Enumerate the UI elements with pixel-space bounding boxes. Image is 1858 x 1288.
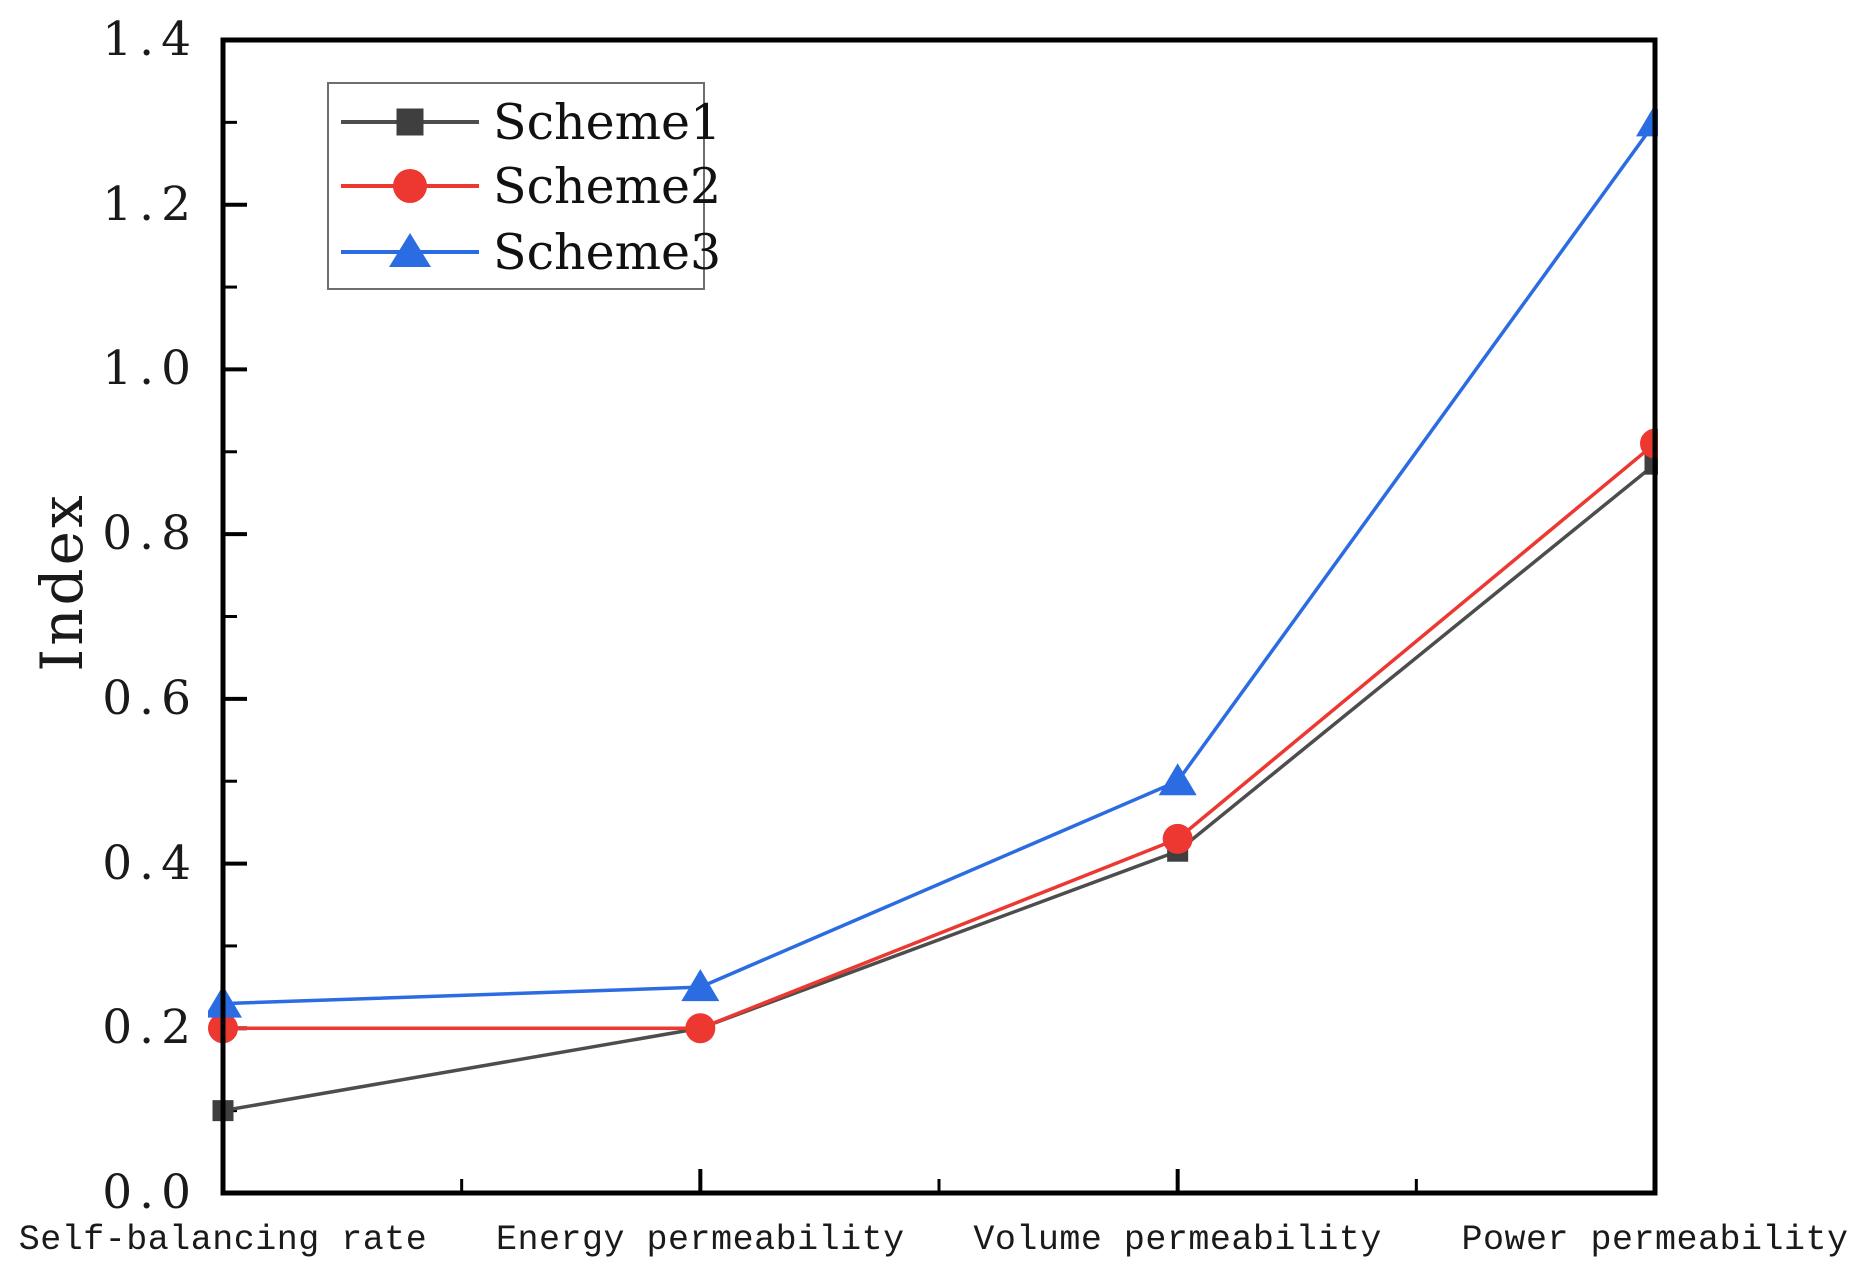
legend-swatch-triangle-icon: [341, 233, 479, 267]
legend-label: Scheme2: [493, 157, 722, 215]
data-point-triangle: [1158, 763, 1197, 796]
legend-item-scheme3: Scheme3: [335, 220, 721, 284]
legend-item-scheme2: Scheme2: [335, 154, 721, 218]
legend-label: Scheme3: [493, 223, 722, 281]
x-tick-label: Power permeability: [1461, 1220, 1849, 1260]
y-tick-label: 1.2: [102, 176, 198, 232]
x-tick-label: Self-balancing rate: [18, 1220, 428, 1260]
y-tick-label: 1.4: [102, 12, 198, 67]
y-tick-label: 0.4: [102, 835, 198, 891]
y-tick-label: 0.2: [102, 1000, 198, 1056]
y-tick-label: 0.6: [102, 670, 198, 726]
legend-swatch-circle-icon: [341, 169, 479, 203]
data-point-circle: [1162, 823, 1193, 854]
legend-swatch-square-icon: [341, 108, 479, 136]
x-tick-label: Energy permeability: [496, 1220, 905, 1260]
legend-label: Scheme1: [493, 93, 722, 151]
y-tick-label: 0.0: [102, 1165, 198, 1220]
plot-border: [220, 37, 1658, 1196]
x-tick-label: Volume permeability: [973, 1220, 1382, 1260]
legend-item-scheme1: Scheme1: [335, 90, 721, 154]
legend-marker-circle: [393, 169, 427, 203]
series-scheme2: [208, 428, 1658, 1044]
series-line-scheme1: [222, 462, 1657, 1113]
series-line-scheme3: [222, 121, 1657, 1006]
data-point-circle: [685, 1013, 716, 1044]
legend: Scheme1 Scheme2 Scheme3: [327, 82, 721, 290]
series-scheme1: [212, 453, 1658, 1122]
series-line-scheme2: [223, 442, 1657, 1031]
legend-marker-triangle: [389, 233, 431, 267]
legend-marker-square: [396, 108, 424, 136]
y-tick-label: 0.8: [102, 506, 198, 562]
y-tick-label: 1.0: [102, 341, 198, 397]
data-point-triangle: [681, 969, 720, 1002]
